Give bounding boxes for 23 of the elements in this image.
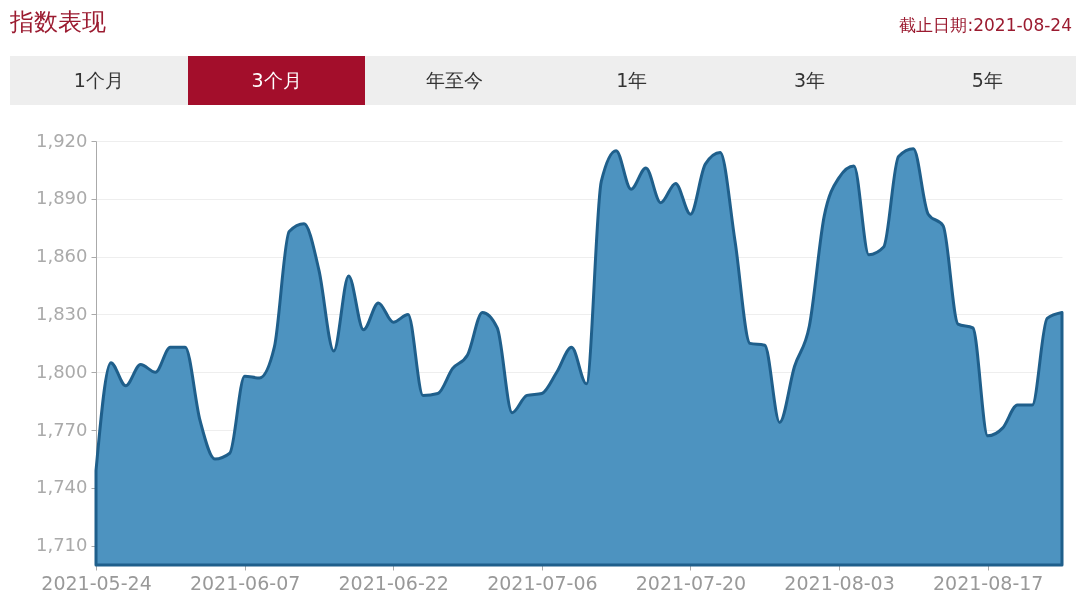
y-tick-label: 1,830 [35,302,88,324]
text: 3个月 [187,56,366,105]
x-tick-label: 2021-06-22 [338,571,449,594]
y-tick-label: 1,800 [35,360,88,382]
text: 5年 [970,68,1004,93]
y-tick-label: 1,710 [35,534,88,556]
y-tick-label: 1,890 [35,187,88,209]
y-tick-label: 1,740 [35,476,88,498]
y-tick-label: 1,860 [35,245,88,267]
chart-title: 指数表现 [10,7,106,38]
text: 截止日期:2021-08-24 [899,14,1072,37]
x-tick-label: 2021-08-17 [932,571,1044,594]
x-tick-label: 2021-07-06 [487,571,598,594]
text: 1年 [615,68,649,93]
text: 1个月 [72,68,125,93]
x-tick-label: 2021-07-20 [635,571,747,594]
x-tick-label: 2021-05-24 [41,571,152,594]
y-tick-label: 1,920 [35,129,88,151]
x-tick-label: 2021-08-03 [784,571,895,594]
y-tick-label: 1,770 [35,418,88,440]
text: 年至今 [424,68,484,93]
x-tick-label: 2021-06-07 [189,571,301,594]
text: 3年 [792,68,827,93]
